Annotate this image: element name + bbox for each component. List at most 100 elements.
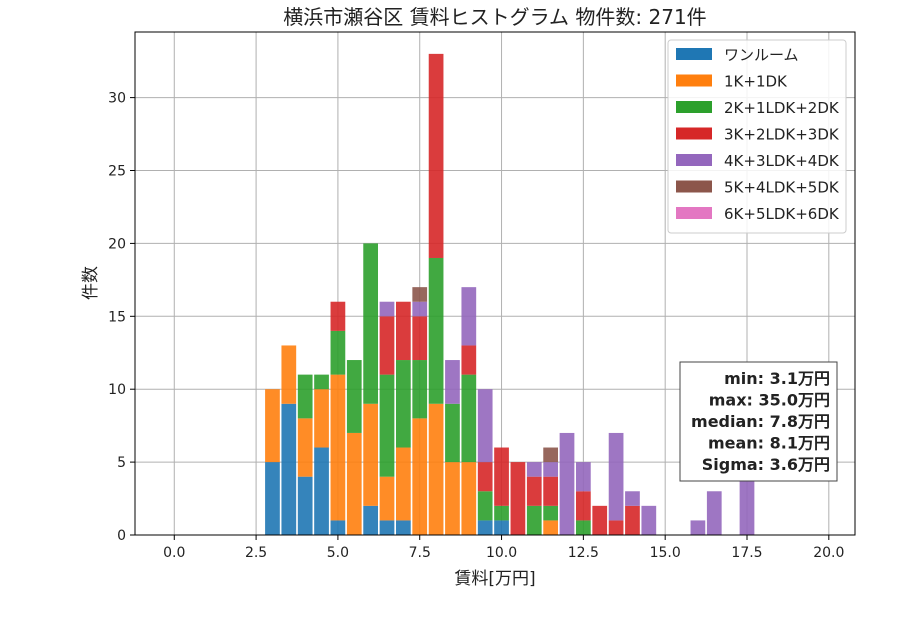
stats-annotation: min: 3.1万円 max: 35.0万円 median: 7.8万円 mean: … bbox=[679, 361, 838, 482]
bar-segment-0 bbox=[265, 462, 280, 535]
bar-segment-4 bbox=[543, 462, 558, 477]
stats-line: mean: 8.1万円 bbox=[708, 434, 830, 453]
legend-entries: ワンルーム 1K+1DK 2K+1LDK+2DK 3K+2LDK+3DK 4K+3LDK… bbox=[676, 46, 840, 223]
bar-segment-3 bbox=[477, 462, 493, 492]
bar-segment-4 bbox=[559, 432, 575, 535]
bar-segment-1 bbox=[379, 476, 395, 521]
y-tick-label: 10 bbox=[108, 382, 126, 398]
bar-segment-1 bbox=[265, 389, 280, 463]
bar-segment-2 bbox=[576, 520, 591, 535]
stats-line: max: 35.0万円 bbox=[709, 391, 830, 410]
bar-segment-2 bbox=[526, 505, 542, 535]
bar-segment-2 bbox=[330, 330, 346, 375]
bar-segment-0 bbox=[477, 520, 493, 535]
stats-line: min: 3.1万円 bbox=[724, 369, 830, 388]
bar-segment-1 bbox=[281, 345, 297, 404]
legend-label: 3K+2LDK+3DK bbox=[724, 126, 840, 144]
bar-segment-4 bbox=[641, 505, 657, 535]
legend-swatch bbox=[676, 207, 712, 219]
bar-segment-1 bbox=[346, 432, 362, 535]
legend-swatch bbox=[676, 74, 712, 87]
bar-segment-3 bbox=[428, 53, 444, 258]
y-tick-label: 20 bbox=[108, 236, 126, 252]
bar-segment-1 bbox=[543, 520, 558, 535]
stats-line: Sigma: 3.6万円 bbox=[702, 455, 830, 474]
x-tick-label: 15.0 bbox=[650, 545, 681, 561]
bar-segment-1 bbox=[412, 418, 428, 535]
legend-label: 2K+1LDK+2DK bbox=[724, 99, 840, 117]
x-tick-label: 2.5 bbox=[245, 545, 267, 561]
bar-segment-1 bbox=[396, 447, 411, 521]
bar-segment-3 bbox=[592, 505, 608, 535]
bar-segment-2 bbox=[314, 374, 329, 390]
bar-segment-1 bbox=[461, 462, 477, 535]
legend: ワンルーム 1K+1DK 2K+1LDK+2DK 3K+2LDK+3DK 4K+3LDK… bbox=[667, 39, 847, 234]
bar-segment-5 bbox=[543, 447, 558, 463]
legend-label: 1K+1DK bbox=[724, 73, 788, 91]
chart-title: 横浜市瀬谷区 賃料ヒストグラム 物件数: 271件 bbox=[283, 5, 706, 29]
bar-segment-2 bbox=[379, 374, 395, 477]
legend-swatch bbox=[676, 127, 712, 140]
bar-segment-3 bbox=[330, 301, 346, 331]
bar-segment-2 bbox=[396, 360, 411, 448]
stats-lines: min: 3.1万円 max: 35.0万円 median: 7.8万円 mean: … bbox=[691, 369, 830, 474]
bars-layer bbox=[265, 53, 755, 535]
bar-segment-3 bbox=[412, 316, 428, 361]
bar-segment-0 bbox=[314, 447, 329, 535]
bar-segment-2 bbox=[461, 374, 477, 463]
legend-swatch bbox=[676, 180, 712, 193]
bar-segment-4 bbox=[445, 360, 460, 404]
x-tick-label: 0.0 bbox=[163, 545, 185, 561]
legend-label: 4K+3LDK+4DK bbox=[724, 152, 840, 170]
bar-segment-4 bbox=[461, 287, 477, 346]
bar-segment-0 bbox=[330, 520, 346, 535]
bar-segment-0 bbox=[297, 476, 313, 535]
bar-segment-4 bbox=[706, 491, 722, 535]
bar-segment-2 bbox=[297, 374, 313, 419]
x-tick-label: 5.0 bbox=[327, 545, 349, 561]
x-axis-label: 賃料[万円] bbox=[454, 569, 535, 589]
bar-segment-3 bbox=[608, 520, 624, 535]
bar-segment-0 bbox=[363, 505, 378, 535]
bar-segment-1 bbox=[330, 374, 346, 521]
legend-swatch bbox=[676, 48, 712, 60]
y-tick-label: 15 bbox=[108, 309, 126, 325]
bar-segment-4 bbox=[608, 432, 624, 521]
bar-segment-1 bbox=[314, 389, 329, 448]
bar-segment-2 bbox=[477, 491, 493, 521]
bar-segment-2 bbox=[346, 360, 362, 433]
legend-swatch bbox=[676, 101, 712, 113]
bar-segment-0 bbox=[396, 520, 411, 535]
bar-segment-4 bbox=[412, 301, 428, 317]
bar-segment-4 bbox=[739, 476, 755, 535]
bar-segment-2 bbox=[543, 505, 558, 521]
bar-segment-3 bbox=[379, 316, 395, 375]
bar-segment-4 bbox=[690, 520, 706, 535]
y-tick-label: 0 bbox=[117, 528, 126, 544]
y-tick-label: 5 bbox=[117, 455, 126, 471]
bar-segment-3 bbox=[576, 491, 591, 521]
bar-segment-2 bbox=[494, 505, 509, 521]
bar-segment-2 bbox=[363, 243, 378, 404]
y-axis-label: 件数 bbox=[81, 266, 101, 300]
bar-segment-1 bbox=[297, 418, 313, 477]
bar-segment-1 bbox=[428, 403, 444, 535]
bar-segment-2 bbox=[428, 257, 444, 404]
y-tick-label: 25 bbox=[108, 164, 126, 180]
bar-segment-4 bbox=[576, 462, 591, 492]
x-tick-label: 12.5 bbox=[568, 545, 599, 561]
stats-line: median: 7.8万円 bbox=[691, 412, 830, 431]
bar-segment-0 bbox=[379, 520, 395, 535]
bar-segment-3 bbox=[461, 345, 477, 375]
bar-segment-4 bbox=[526, 462, 542, 477]
x-axis-ticks: 0.0 2.5 5.0 7.5 10.0 12.5 15.0 17.5 20.0 bbox=[163, 535, 844, 561]
legend-label: 5K+4LDK+5DK bbox=[724, 179, 840, 197]
bar-segment-4 bbox=[477, 389, 493, 463]
bar-segment-3 bbox=[526, 476, 542, 506]
bar-segment-3 bbox=[494, 447, 509, 506]
legend-box bbox=[667, 39, 847, 234]
x-tick-label: 17.5 bbox=[731, 545, 762, 561]
bar-segment-5 bbox=[412, 287, 428, 302]
